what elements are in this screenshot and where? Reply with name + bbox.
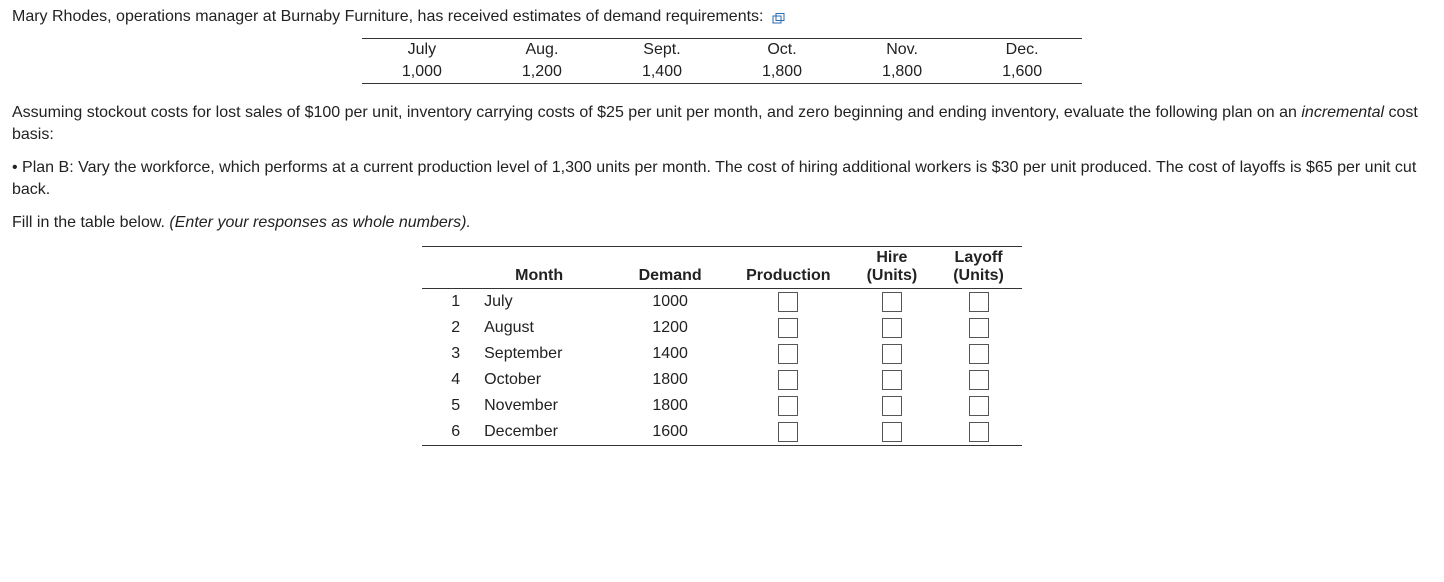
hire-input[interactable] [882,292,902,312]
demand-month-dec: Dec. [962,39,1082,62]
intro-span: Mary Rhodes, operations manager at Burna… [12,8,764,25]
layoff-input[interactable] [969,292,989,312]
layoff-line2: (Units) [953,267,1004,284]
assumption-paragraph: Assuming stockout costs for lost sales o… [12,102,1432,145]
table-row: 5November1800 [422,393,1022,419]
hire-input-cell [849,419,936,446]
hire-input[interactable] [882,344,902,364]
hire-input[interactable] [882,422,902,442]
demand-val-sep: 1,400 [602,61,722,84]
row-demand: 1200 [612,315,728,341]
demand-month-sep: Sept. [602,39,722,62]
production-input-cell [728,367,848,393]
layoff-input-cell [935,341,1022,367]
production-input-cell [728,341,848,367]
intro-text: Mary Rhodes, operations manager at Burna… [12,8,1432,26]
layoff-input-cell [935,288,1022,315]
hire-input-cell [849,393,936,419]
row-demand: 1000 [612,288,728,315]
production-input-cell [728,315,848,341]
layoff-line1: Layoff [955,249,1003,266]
row-month: September [466,341,612,367]
row-number: 4 [422,367,466,393]
layoff-input[interactable] [969,344,989,364]
plan-header-layoff: Layoff (Units) [935,246,1022,288]
table-row: 1July1000 [422,288,1022,315]
assumption-italic: incremental [1301,104,1384,121]
table-row: 2August1200 [422,315,1022,341]
hire-input-cell [849,288,936,315]
plan-header-row: Month Demand Production Hire (Units) Lay… [422,246,1022,288]
demand-month-oct: Oct. [722,39,842,62]
row-number: 5 [422,393,466,419]
row-demand: 1400 [612,341,728,367]
production-input[interactable] [778,422,798,442]
plan-header-blank [422,246,466,288]
demand-summary-table: July Aug. Sept. Oct. Nov. Dec. 1,000 1,2… [362,38,1082,84]
layoff-input[interactable] [969,370,989,390]
plan-header-month: Month [466,246,612,288]
row-month: August [466,315,612,341]
row-number: 3 [422,341,466,367]
plan-header-hire: Hire (Units) [849,246,936,288]
demand-val-jul: 1,000 [362,61,482,84]
production-input-cell [728,419,848,446]
production-input[interactable] [778,344,798,364]
plan-header-production: Production [728,246,848,288]
hire-line2: (Units) [867,267,918,284]
demand-val-nov: 1,800 [842,61,962,84]
layoff-input-cell [935,367,1022,393]
hire-input-cell [849,315,936,341]
demand-val-oct: 1,800 [722,61,842,84]
layoff-input-cell [935,315,1022,341]
production-input[interactable] [778,292,798,312]
assumption-part1: Assuming stockout costs for lost sales o… [12,104,1301,121]
production-input[interactable] [778,318,798,338]
fill-instruction: Fill in the table below. (Enter your res… [12,212,1432,234]
row-number: 2 [422,315,466,341]
plan-bullet: • Plan B: Vary the workforce, which perf… [12,157,1432,200]
layoff-input[interactable] [969,422,989,442]
copy-icon[interactable] [772,11,786,22]
production-input-cell [728,288,848,315]
row-number: 6 [422,419,466,446]
hire-input[interactable] [882,370,902,390]
row-demand: 1800 [612,393,728,419]
demand-month-aug: Aug. [482,39,602,62]
production-input[interactable] [778,370,798,390]
layoff-input[interactable] [969,318,989,338]
row-number: 1 [422,288,466,315]
demand-month-nov: Nov. [842,39,962,62]
demand-val-dec: 1,600 [962,61,1082,84]
demand-header-row: July Aug. Sept. Oct. Nov. Dec. [362,39,1082,62]
plan-table-wrap: Month Demand Production Hire (Units) Lay… [12,246,1432,446]
row-month: October [466,367,612,393]
demand-summary-table-wrap: July Aug. Sept. Oct. Nov. Dec. 1,000 1,2… [12,38,1432,84]
layoff-input-cell [935,393,1022,419]
fill-italic: (Enter your responses as whole numbers). [169,214,470,231]
hire-input[interactable] [882,396,902,416]
table-row: 6December1600 [422,419,1022,446]
plan-table: Month Demand Production Hire (Units) Lay… [422,246,1022,446]
row-demand: 1600 [612,419,728,446]
production-input-cell [728,393,848,419]
demand-value-row: 1,000 1,200 1,400 1,800 1,800 1,600 [362,61,1082,84]
layoff-input-cell [935,419,1022,446]
row-month: July [466,288,612,315]
fill-part1: Fill in the table below. [12,214,169,231]
row-month: November [466,393,612,419]
table-row: 4October1800 [422,367,1022,393]
production-input[interactable] [778,396,798,416]
plan-header-demand: Demand [612,246,728,288]
row-demand: 1800 [612,367,728,393]
demand-val-aug: 1,200 [482,61,602,84]
layoff-input[interactable] [969,396,989,416]
table-row: 3September1400 [422,341,1022,367]
hire-input-cell [849,367,936,393]
hire-input[interactable] [882,318,902,338]
hire-input-cell [849,341,936,367]
demand-month-jul: July [362,39,482,62]
row-month: December [466,419,612,446]
hire-line1: Hire [876,249,907,266]
